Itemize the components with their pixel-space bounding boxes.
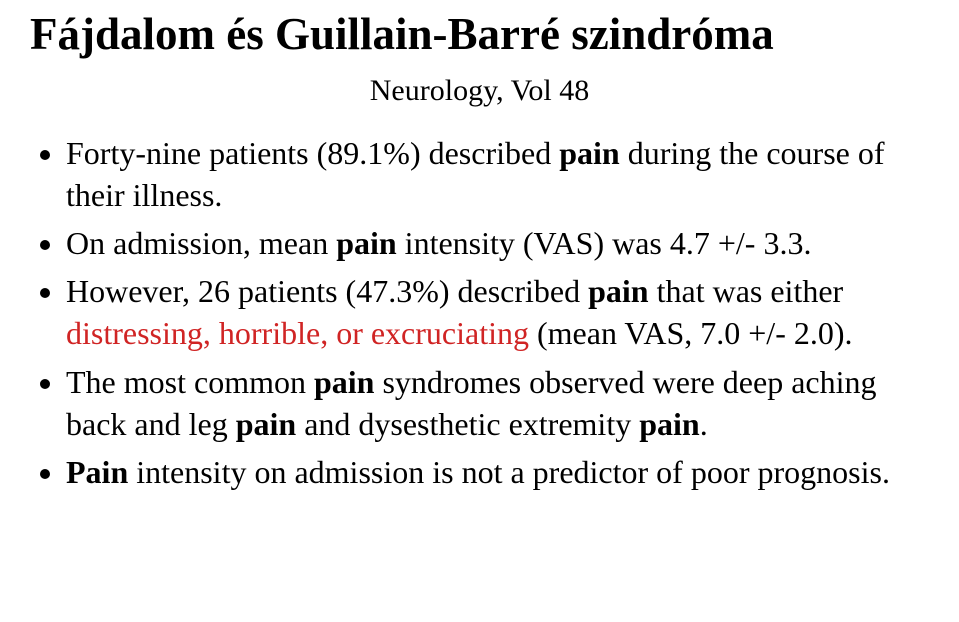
text: Forty-nine patients (89.1%) described [66, 135, 559, 171]
text: intensity on admission is not a predicto… [128, 454, 890, 490]
bullet-5: Pain intensity on admission is not a pre… [66, 451, 929, 493]
slide: Fájdalom és Guillain-Barré szindróma Neu… [0, 0, 959, 622]
text: (mean VAS, 7.0 +/- 2.0). [529, 315, 853, 351]
text: The most common [66, 364, 314, 400]
text: . [700, 406, 708, 442]
text: intensity (VAS) was 4.7 +/- 3.3. [397, 225, 812, 261]
bullet-2: On admission, mean pain intensity (VAS) … [66, 222, 929, 264]
text: On admission, mean [66, 225, 336, 261]
slide-title: Fájdalom és Guillain-Barré szindróma [30, 10, 929, 60]
bold-pain: pain [236, 406, 296, 442]
bold-pain: Pain [66, 454, 128, 490]
bold-pain: pain [559, 135, 619, 171]
bullet-3: However, 26 patients (47.3%) described p… [66, 270, 929, 354]
bold-pain: pain [336, 225, 396, 261]
bold-pain: pain [314, 364, 374, 400]
bold-pain: pain [588, 273, 648, 309]
highlight-text: distressing, horrible, or excruciating [66, 315, 529, 351]
text: However, 26 patients (47.3%) described [66, 273, 588, 309]
text: and dysesthetic extremity [296, 406, 639, 442]
slide-subtitle: Neurology, Vol 48 [30, 74, 929, 108]
bold-pain: pain [639, 406, 699, 442]
bullet-4: The most common pain syndromes observed … [66, 361, 929, 445]
text: that was either [649, 273, 844, 309]
bullet-list: Forty-nine patients (89.1%) described pa… [30, 132, 929, 494]
bullet-1: Forty-nine patients (89.1%) described pa… [66, 132, 929, 216]
